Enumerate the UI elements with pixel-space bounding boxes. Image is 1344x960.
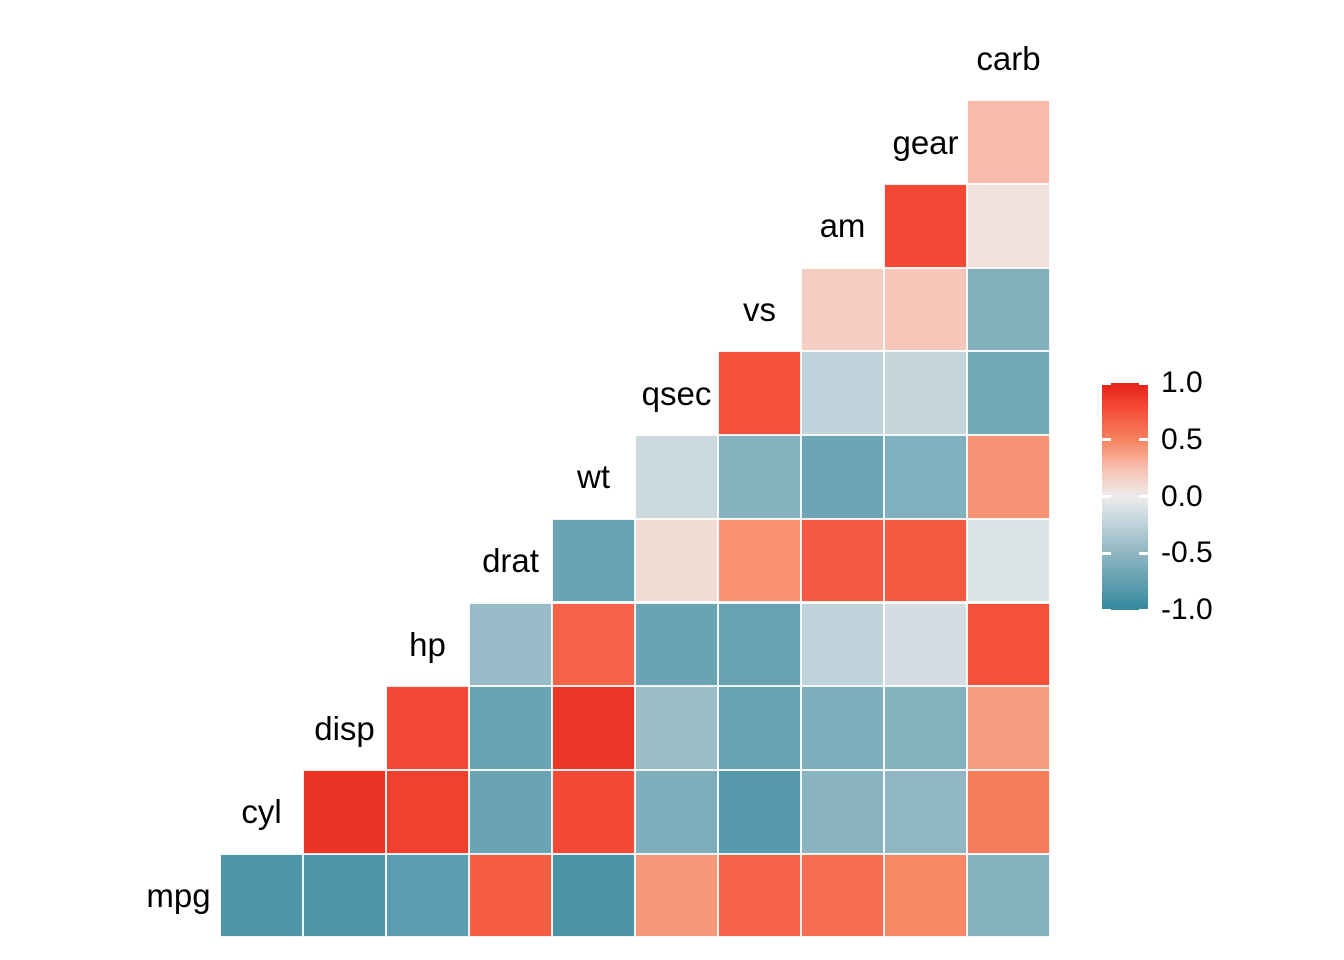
- cell-hp-carb: [967, 602, 1050, 687]
- cell-disp-wt: [552, 686, 635, 770]
- axis-label-disp: disp: [314, 709, 375, 747]
- cell-cyl-drat: [469, 769, 552, 854]
- cell-hp-gear: [884, 602, 967, 687]
- colorbar-tick--0.5: [1139, 551, 1148, 555]
- cell-hp-wt: [552, 602, 635, 687]
- cell-wt-qsec: [635, 435, 718, 519]
- cell-drat-gear: [884, 518, 967, 603]
- axis-label-wt: wt: [577, 458, 610, 496]
- cell-mpg-qsec: [635, 853, 718, 938]
- cell-vs-carb: [967, 267, 1050, 352]
- cell-vs-am: [801, 267, 884, 352]
- axis-label-mpg: mpg: [146, 876, 211, 914]
- colorbar-tick-1.0: [1102, 383, 1111, 385]
- cell-wt-vs: [718, 435, 801, 519]
- cell-qsec-am: [801, 351, 884, 436]
- cell-wt-am: [801, 435, 884, 519]
- cell-drat-carb: [967, 518, 1050, 603]
- axis-label-vs: vs: [743, 291, 776, 329]
- colorbar-tick-label-0.5: 0.5: [1161, 422, 1203, 456]
- cell-disp-hp: [386, 686, 469, 770]
- cell-disp-gear: [884, 686, 967, 770]
- cell-mpg-vs: [718, 853, 801, 938]
- cell-drat-wt: [552, 518, 635, 603]
- cell-gear-carb: [967, 100, 1050, 184]
- colorbar-tick--1.0: [1139, 608, 1148, 610]
- cell-vs-gear: [884, 267, 967, 352]
- colorbar-tick-0.0: [1139, 495, 1148, 498]
- cell-wt-gear: [884, 435, 967, 519]
- cell-am-carb: [967, 184, 1050, 268]
- colorbar-tick-label--0.5: -0.5: [1161, 536, 1213, 570]
- axis-label-cyl: cyl: [241, 793, 282, 831]
- axis-label-carb: carb: [976, 39, 1041, 77]
- cell-cyl-wt: [552, 769, 635, 854]
- cell-am-gear: [884, 184, 967, 268]
- axis-label-hp: hp: [409, 625, 446, 663]
- cell-qsec-vs: [718, 351, 801, 436]
- cell-qsec-gear: [884, 351, 967, 436]
- cell-disp-drat: [469, 686, 552, 770]
- cell-hp-drat: [469, 602, 552, 687]
- cell-cyl-vs: [718, 769, 801, 854]
- cell-cyl-hp: [386, 769, 469, 854]
- colorbar-tick-label-1.0: 1.0: [1161, 366, 1203, 399]
- cell-mpg-am: [801, 853, 884, 938]
- cell-cyl-gear: [884, 769, 967, 854]
- cell-drat-am: [801, 518, 884, 603]
- colorbar-tick-1.0: [1139, 383, 1148, 385]
- colorbar-tick-0.5: [1139, 438, 1148, 442]
- colorbar-tick--0.5: [1102, 551, 1111, 555]
- axis-label-drat: drat: [482, 542, 539, 580]
- axis-label-gear: gear: [892, 123, 959, 161]
- cell-mpg-carb: [967, 853, 1050, 938]
- cell-mpg-gear: [884, 853, 967, 938]
- colorbar-tick--1.0: [1102, 608, 1111, 610]
- cell-disp-vs: [718, 686, 801, 770]
- cell-disp-am: [801, 686, 884, 770]
- cell-wt-carb: [967, 435, 1050, 519]
- colorbar-tick-0.0: [1102, 495, 1111, 498]
- cell-cyl-disp: [303, 769, 386, 854]
- cell-mpg-hp: [386, 853, 469, 938]
- colorbar-legend: [1102, 383, 1148, 610]
- cell-hp-vs: [718, 602, 801, 687]
- cell-cyl-qsec: [635, 769, 718, 854]
- cell-mpg-cyl: [220, 853, 303, 938]
- colorbar-tick-label-0.0: 0.0: [1161, 479, 1203, 513]
- colorbar-tick-label--1.0: -1.0: [1161, 593, 1213, 626]
- cell-drat-vs: [718, 518, 801, 603]
- cell-mpg-wt: [552, 853, 635, 938]
- cell-mpg-disp: [303, 853, 386, 938]
- cell-hp-qsec: [635, 602, 718, 687]
- cell-disp-carb: [967, 686, 1050, 770]
- cell-mpg-drat: [469, 853, 552, 938]
- cell-disp-qsec: [635, 686, 718, 770]
- cell-cyl-am: [801, 769, 884, 854]
- cell-hp-am: [801, 602, 884, 687]
- axis-label-am: am: [819, 207, 866, 245]
- cell-qsec-carb: [967, 351, 1050, 436]
- colorbar-tick-0.5: [1102, 438, 1111, 442]
- cell-cyl-carb: [967, 769, 1050, 854]
- axis-label-qsec: qsec: [641, 374, 712, 412]
- cell-drat-qsec: [635, 518, 718, 603]
